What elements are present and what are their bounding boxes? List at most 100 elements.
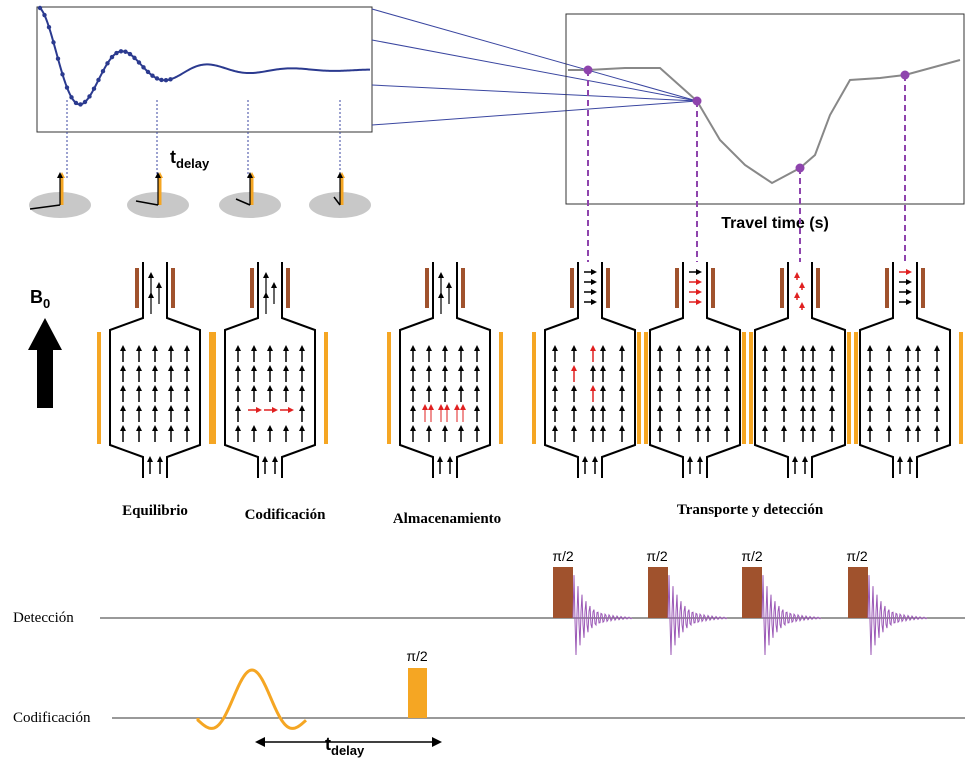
fid-dot (101, 69, 105, 73)
coil (885, 268, 889, 308)
spin-head (762, 425, 768, 431)
spin-head (934, 405, 940, 411)
spin-head (600, 425, 606, 431)
spin-head (915, 425, 921, 431)
coil (921, 268, 925, 308)
spin-head (696, 279, 702, 285)
spin-head (168, 345, 174, 351)
spin-head (458, 365, 464, 371)
spin-head (272, 407, 278, 413)
fid-dot (51, 40, 55, 44)
spin-head (915, 365, 921, 371)
spin-head (438, 292, 444, 298)
spin-head (458, 385, 464, 391)
pulse-label: π/2 (846, 548, 868, 564)
spin-head (552, 425, 558, 431)
spin-head (591, 269, 597, 275)
spin-head (802, 456, 808, 462)
coil (847, 332, 851, 444)
spin-head (676, 425, 682, 431)
spin-head (905, 405, 911, 411)
coil (749, 332, 753, 444)
spin-head (907, 456, 913, 462)
spin-head (571, 425, 577, 431)
coil (816, 268, 820, 308)
spin-head (152, 345, 158, 351)
spin-head (810, 345, 816, 351)
spin-head (619, 405, 625, 411)
spin-head (438, 272, 444, 278)
coil (854, 332, 858, 444)
sample-dot (584, 66, 593, 75)
spin-head (800, 365, 806, 371)
spin-head (590, 365, 596, 371)
spin-head (147, 456, 153, 462)
fid-dot (56, 57, 60, 61)
spin-head (136, 365, 142, 371)
fid-dot (83, 100, 87, 104)
spin-head (905, 425, 911, 431)
spin-head (867, 365, 873, 371)
spin-head (256, 407, 262, 413)
spin-head (251, 365, 257, 371)
spin-head (906, 279, 912, 285)
spin-head (263, 272, 269, 278)
pulse-label: π/2 (406, 648, 428, 664)
spin-head (794, 272, 800, 278)
coil (711, 268, 715, 308)
spin-head (410, 365, 416, 371)
spin-head (148, 272, 154, 278)
spin-head (886, 425, 892, 431)
spin-head (905, 385, 911, 391)
spin-head (792, 456, 798, 462)
fid-dot (87, 94, 91, 98)
sample-dot (901, 71, 910, 80)
spin-head (426, 425, 432, 431)
spin-head (800, 385, 806, 391)
fid-dot (47, 25, 51, 29)
spin-head (867, 425, 873, 431)
spin-head (267, 365, 273, 371)
spin-head (299, 385, 305, 391)
spin-head (299, 405, 305, 411)
fid-dot (60, 72, 64, 76)
fid-dot (78, 102, 82, 106)
spin-head (235, 425, 241, 431)
spin-head (410, 385, 416, 391)
spin-head (283, 385, 289, 391)
spin-head (705, 345, 711, 351)
coil (425, 268, 429, 308)
spin-head (800, 425, 806, 431)
spin-head (168, 425, 174, 431)
spin-head (235, 405, 241, 411)
pulse (553, 567, 573, 618)
spin-head (251, 425, 257, 431)
spin-head (600, 385, 606, 391)
spin-head (410, 425, 416, 431)
spin-head (458, 425, 464, 431)
spin-head (474, 365, 480, 371)
fid (762, 575, 821, 655)
spin-head (168, 365, 174, 371)
spin-head (619, 365, 625, 371)
arrow-head (432, 737, 442, 747)
spin-head (762, 405, 768, 411)
spin-head (705, 385, 711, 391)
spin-head (676, 345, 682, 351)
spin-head (444, 404, 450, 410)
spin-head (152, 425, 158, 431)
coil (532, 332, 536, 444)
spin-head (781, 365, 787, 371)
spin-head (886, 365, 892, 371)
spin-head (934, 365, 940, 371)
spin-head (552, 345, 558, 351)
spin-head (696, 269, 702, 275)
fid-dot (105, 61, 109, 65)
fid-dot (42, 13, 46, 17)
spin-head (299, 345, 305, 351)
spin-head (426, 345, 432, 351)
coil (742, 332, 746, 444)
coil (780, 268, 784, 308)
tdelay-label: tdelay (170, 147, 210, 171)
sub: 0 (43, 296, 50, 311)
